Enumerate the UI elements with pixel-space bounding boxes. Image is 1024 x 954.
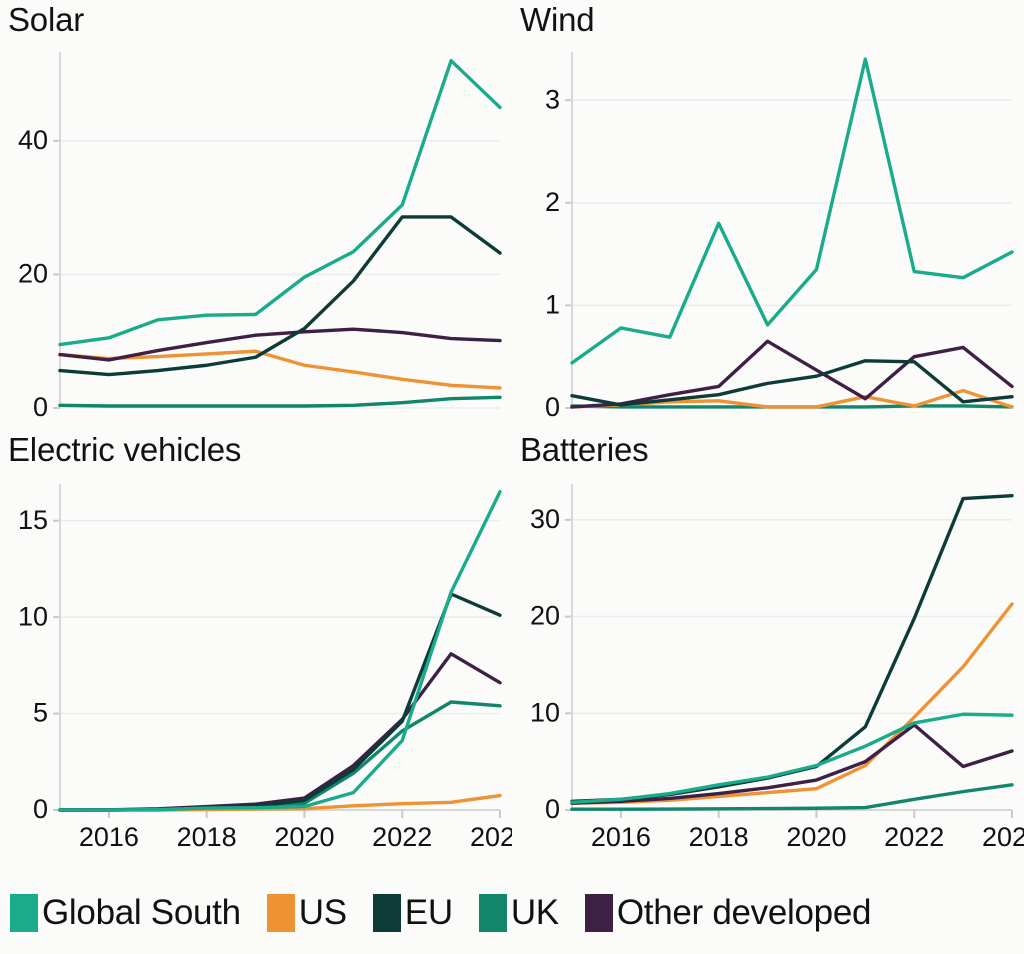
legend-item-uk[interactable]: UK (478, 893, 559, 932)
y-tick-label: 15 (18, 505, 48, 535)
y-tick-label: 0 (545, 392, 560, 422)
panel-wind: Wind 0 1 2 3 (512, 0, 1024, 430)
y-tick-label: 0 (545, 794, 560, 824)
legend-item-us[interactable]: US (266, 893, 347, 932)
x-tick-label: 2018 (177, 822, 237, 852)
legend-swatch-eu (372, 894, 401, 932)
series-line-eu (570, 359, 1014, 407)
y-tick-label: 10 (18, 601, 48, 631)
panel-title-electric-vehicles: Electric vehicles (8, 431, 242, 468)
series-line-global-south (570, 712, 1014, 804)
series-line-eu (570, 493, 1014, 803)
legend-swatch-other_developed (584, 894, 613, 932)
plot-wind: 0 1 2 3 (512, 40, 1024, 430)
y-tick-label: 10 (530, 697, 560, 727)
panel-title-wind: Wind (520, 1, 595, 38)
series-line-other-developed (58, 327, 502, 362)
panel-solar: Solar 0 20 40 (0, 0, 512, 430)
panel-batteries: Batteries 0 10 20 30 2016 2018 2020 2022 2024 (512, 430, 1024, 872)
x-tick-label: 2022 (884, 822, 944, 852)
series-line-global-south (58, 58, 502, 347)
panel-title-batteries: Batteries (520, 431, 649, 468)
series-line-global-south (570, 57, 1014, 365)
series-line-global-south (58, 490, 502, 812)
y-tick-label: 20 (530, 601, 560, 631)
plot-electric-vehicles: 0 5 10 15 2016 2018 2020 2022 2024 (0, 472, 512, 872)
legend-label-global_south: Global South (42, 893, 241, 932)
chart-svg: 0 1 2 3 (545, 52, 1014, 422)
plot-solar: 0 20 40 (0, 40, 512, 430)
legend-swatch-uk (478, 894, 507, 932)
series-line-uk (58, 700, 502, 812)
legend-item-eu[interactable]: EU (372, 893, 453, 932)
x-tick-label: 2024 (470, 822, 512, 852)
y-tick-label: 2 (545, 187, 560, 217)
x-tick-label: 2020 (786, 822, 846, 852)
panel-electric-vehicles: Electric vehicles 0 5 10 15 2016 2018 2020 2022… (0, 430, 512, 872)
series-line-eu (58, 592, 502, 812)
legend: Global South US EU UK Other developed (0, 872, 1024, 954)
series-line-us (58, 349, 502, 390)
x-tick-label: 2016 (79, 822, 139, 852)
small-multiples-grid: Solar 0 20 40 Wind 0 1 2 3 Electric vehicles … (0, 0, 1024, 872)
legend-swatch-us (266, 894, 295, 932)
chart-svg: 0 20 40 (18, 52, 502, 422)
series-line-other-developed (570, 723, 1014, 805)
y-tick-label: 0 (33, 794, 48, 824)
x-tick-label: 2020 (274, 822, 334, 852)
series-line-other-developed (570, 339, 1014, 409)
legend-label-us: US (298, 893, 347, 932)
series-line-eu (58, 215, 502, 377)
series-line-other-developed (58, 652, 502, 812)
y-tick-label: 1 (545, 290, 560, 320)
legend-item-global_south[interactable]: Global South (10, 894, 241, 932)
legend-label-eu: EU (404, 893, 453, 932)
series-line-uk (570, 783, 1014, 811)
x-tick-label: 2018 (689, 822, 749, 852)
legend-swatch-global_south (10, 894, 38, 932)
y-tick-label: 5 (33, 698, 48, 728)
y-tick-label: 3 (545, 84, 560, 114)
legend-label-uk: UK (510, 893, 559, 932)
x-tick-label: 2022 (372, 822, 432, 852)
legend-label-other_developed: Other developed (616, 893, 872, 932)
chart-svg: 0 5 10 15 2016 2018 2020 2022 2024 (18, 484, 512, 852)
series-line-uk (58, 395, 502, 408)
x-tick-label: 2024 (982, 822, 1024, 852)
plot-batteries: 0 10 20 30 2016 2018 2020 2022 2024 (512, 472, 1024, 872)
chart-svg: 0 10 20 30 2016 2018 2020 2022 2024 (530, 484, 1024, 852)
y-tick-label: 30 (530, 504, 560, 534)
y-tick-label: 40 (18, 125, 48, 155)
y-tick-label: 0 (33, 392, 48, 422)
y-tick-label: 20 (18, 259, 48, 289)
x-tick-label: 2016 (591, 822, 651, 852)
legend-item-other_developed[interactable]: Other developed (584, 893, 872, 932)
panel-title-solar: Solar (8, 1, 85, 38)
